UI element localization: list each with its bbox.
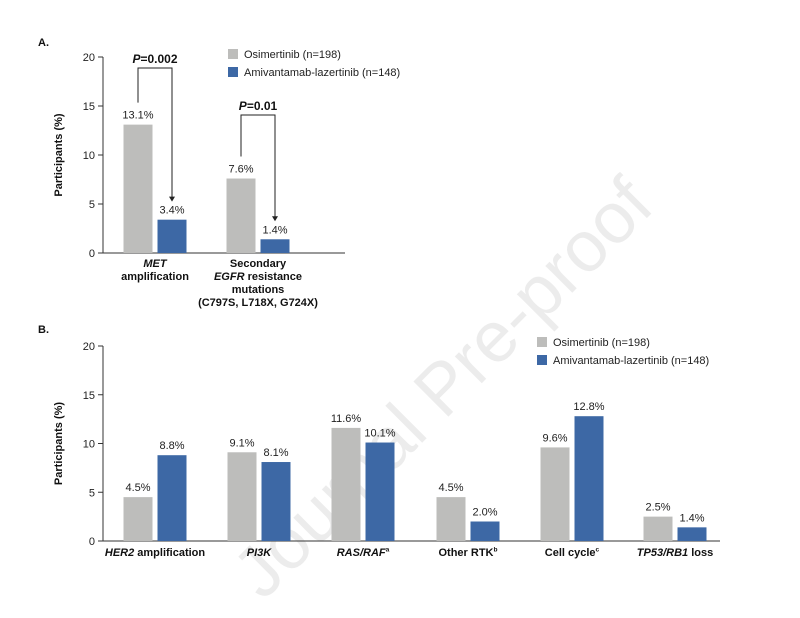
chart-b-category-label: HER2 amplification xyxy=(105,547,206,559)
chart-b-data-label: 4.5% xyxy=(125,482,150,494)
panel-b-label: B. xyxy=(38,324,49,336)
chart-a-y-tick-label: 15 xyxy=(83,101,95,113)
chart-a-legend-swatch xyxy=(228,49,238,59)
chart-b-y-tick-label: 0 xyxy=(89,536,95,548)
chart-a-bar-amivantamab xyxy=(157,219,187,253)
chart-a-significance-arrow xyxy=(169,196,175,202)
chart-b-category-label: Cell cyclec xyxy=(545,547,600,559)
chart-b-y-tick-label: 15 xyxy=(83,390,95,402)
chart-a-legend-label: Osimertinib (n=198) xyxy=(244,49,341,61)
chart-b-data-label: 8.8% xyxy=(159,440,184,452)
chart-b-bar-amivantamab xyxy=(157,455,187,541)
chart-b-y-tick-label: 10 xyxy=(83,439,95,451)
chart-b-data-label: 2.0% xyxy=(472,507,497,519)
chart-a-y-tick-label: 10 xyxy=(83,150,95,162)
chart-b-bar-osimertinib xyxy=(123,497,153,541)
chart-a-y-axis-label: Participants (%) xyxy=(53,113,65,196)
chart-b-data-label: 9.1% xyxy=(229,437,254,449)
chart-b-data-label: 8.1% xyxy=(263,447,288,459)
chart-b-data-label: 10.1% xyxy=(364,428,395,440)
chart-a-significance-bracket xyxy=(240,114,276,218)
chart-a-p-value: P=0.002 xyxy=(132,52,177,66)
chart-b-y-axis-label: Participants (%) xyxy=(53,402,65,485)
chart-a-bar-osimertinib xyxy=(226,178,256,253)
chart-b-category-label: PI3K xyxy=(247,547,273,559)
chart-b-bar-osimertinib xyxy=(331,427,361,541)
chart-b-category-label: RAS/RAFa xyxy=(337,547,390,559)
chart-b-bar-amivantamab xyxy=(365,442,395,541)
chart-a-legend-label: Amivantamab-lazertinib (n=148) xyxy=(244,67,400,79)
chart-a-y-tick-label: 20 xyxy=(83,52,95,64)
chart-b-data-label: 4.5% xyxy=(438,482,463,494)
chart-b-data-label: 9.6% xyxy=(542,432,567,444)
chart-b-y-tick-label: 20 xyxy=(83,341,95,353)
chart-b-bar-amivantamab xyxy=(261,462,291,541)
chart-b-legend-swatch xyxy=(537,355,547,365)
chart-b-y-tick-label: 5 xyxy=(89,487,95,499)
chart-a-legend-swatch xyxy=(228,67,238,77)
chart-b-legend-label: Osimertinib (n=198) xyxy=(553,337,650,349)
chart-b-category-label: Other RTKb xyxy=(438,547,497,559)
chart-b-bar-amivantamab xyxy=(677,527,707,541)
chart-b-category-label: TP53/RB1 loss xyxy=(637,547,713,559)
panel-a-label: A. xyxy=(38,37,49,49)
chart-b-bar-osimertinib xyxy=(643,516,673,541)
chart-a-y-tick-label: 0 xyxy=(89,248,95,260)
chart-b-bar-osimertinib xyxy=(436,497,466,541)
chart-a-y-tick-label: 5 xyxy=(89,199,95,211)
chart-a-category-label: MET xyxy=(143,258,168,270)
chart-b-legend-label: Amivantamab-lazertinib (n=148) xyxy=(553,355,709,367)
chart-b-bar-osimertinib xyxy=(540,447,570,541)
chart-a-data-label: 7.6% xyxy=(228,164,253,176)
chart-a-data-label: 13.1% xyxy=(122,110,153,122)
chart-b-data-label: 12.8% xyxy=(573,401,604,413)
chart-a-category-label: amplification xyxy=(121,271,189,283)
chart-a-data-label: 1.4% xyxy=(262,224,287,236)
chart-a-significance-bracket xyxy=(137,67,173,198)
chart-a-significance-arrow xyxy=(272,216,278,222)
chart-b-data-label: 1.4% xyxy=(679,512,704,524)
chart-a-bar-amivantamab xyxy=(260,239,290,253)
chart-a-bar-osimertinib xyxy=(123,124,153,254)
chart-b-bar-osimertinib xyxy=(227,452,257,541)
chart-b-legend-swatch xyxy=(537,337,547,347)
chart-a-category-label: EGFR resistance xyxy=(214,271,302,283)
chart-a-category-label: (C797S, L718X, G724X) xyxy=(198,297,318,309)
chart-b-bar-amivantamab xyxy=(470,521,500,541)
chart-a-data-label: 3.4% xyxy=(159,205,184,217)
chart-a-category-label: mutations xyxy=(232,284,285,296)
chart-a-category-label: Secondary xyxy=(230,258,287,270)
chart-b-data-label: 11.6% xyxy=(331,413,362,425)
chart-b-bar-amivantamab xyxy=(574,416,604,541)
chart-b-data-label: 2.5% xyxy=(645,502,670,514)
chart-a-p-value: P=0.01 xyxy=(239,99,278,113)
